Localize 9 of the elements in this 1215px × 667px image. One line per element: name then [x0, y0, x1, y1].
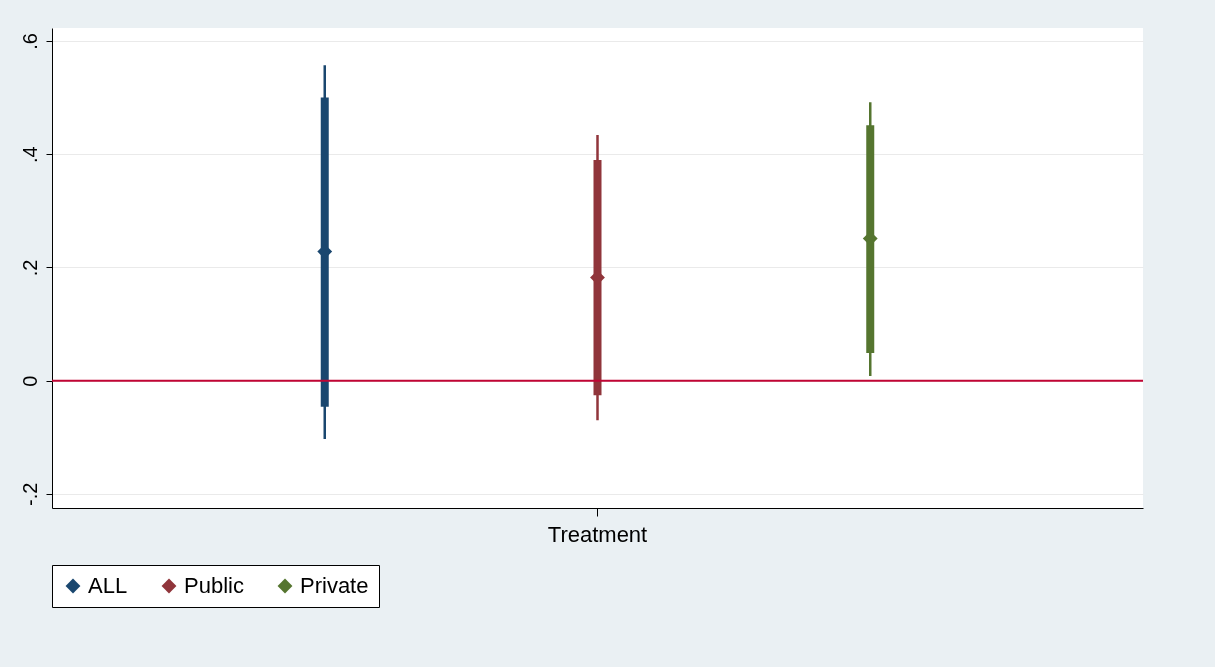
- legend-label: ALL: [88, 573, 128, 598]
- y-tick-label: .6: [18, 33, 41, 50]
- y-tick-label: .2: [18, 259, 41, 277]
- y-tick-label: .4: [18, 146, 41, 164]
- legend-label: Public: [184, 573, 244, 598]
- legend-label: Private: [300, 573, 369, 598]
- y-tick-label: 0: [18, 375, 41, 387]
- x-tick-label: Treatment: [547, 521, 648, 547]
- y-tick-label: -.2: [18, 482, 41, 507]
